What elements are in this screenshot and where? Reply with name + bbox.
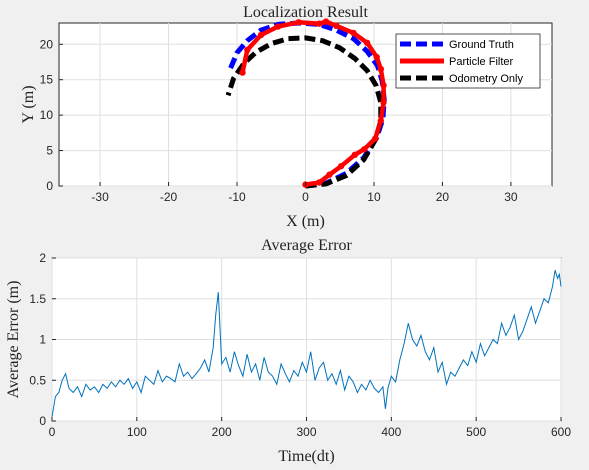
y-tick-label: 20 [40,37,54,51]
error-axes: 0 100 200 300 400 500 600 0 0.5 1 1.5 2 Average Err… [5,237,571,465]
y-tick-label: 1 [39,333,46,347]
x-tick-label: 30 [504,190,518,204]
particle-filter-point [326,171,333,178]
particle-filter-point [350,29,357,37]
particle-filter-point [322,18,330,25]
particle-filter-point [377,65,385,73]
particle-filter-point [274,23,282,30]
error-xlabel: Time(dt) [278,448,334,465]
error-line [51,270,562,417]
particle-filter-point [244,46,251,54]
x-tick-label: 400 [381,425,401,439]
y-tick-label: 0.5 [29,373,46,387]
x-tick-label: 20 [436,190,450,204]
particle-filter-point [363,39,371,47]
x-tick-label: 500 [466,425,486,439]
x-tick-label: 600 [551,425,571,439]
particle-filter-point [337,162,345,170]
localization-ylabel: Y (m) [20,85,37,123]
localization-ticks: -30 -20 -10 0 10 20 30 0 5 10 15 20 [40,37,518,204]
x-tick-label: 100 [127,425,147,439]
y-tick-label: 15 [40,73,54,87]
particle-filter-point [257,31,265,39]
y-tick-label: 10 [40,108,54,122]
particle-filter-point [373,53,380,61]
particle-filter-point [295,19,302,26]
particle-filter-point [361,145,368,153]
particle-filter-point [377,117,385,125]
x-tick-label: 10 [367,190,381,204]
legend-label-odometry-only: Odometry Only [449,73,523,85]
x-tick-label: -30 [91,190,109,204]
series-line-particle-filter [240,19,386,187]
particle-filter-point [239,69,246,76]
legend-label-particle-filter: Particle Filter [449,56,514,68]
particle-filter-point [315,179,323,186]
localization-legend: Ground Truth Particle Filter Odometry On… [395,33,541,89]
y-tick-label: 0 [39,414,46,428]
y-tick-label: 2 [39,251,46,265]
legend-label-ground-truth: Ground Truth [449,39,514,51]
x-tick-label: -10 [228,190,246,204]
x-tick-label: 200 [212,425,232,439]
error-ticks: 0 100 200 300 400 500 600 0 0.5 1 1.5 2 [29,251,571,439]
localization-grid [59,23,552,187]
y-tick-label: 5 [46,144,53,158]
particle-filter-point [372,135,379,142]
series-line-odometry-only [225,35,384,189]
error-ylabel: Average Error (m) [5,281,22,399]
localization-xlabel: X (m) [286,213,325,230]
particle-filter-point [380,82,387,89]
localization-axes: -30 -20 -10 0 10 20 30 0 5 10 15 20 Localization Re… [20,4,553,230]
error-series-group [51,270,562,417]
localization-title: Localization Result [243,4,368,21]
error-title: Average Error [261,237,352,254]
x-tick-label: 0 [49,425,56,439]
y-tick-label: 0 [46,179,53,193]
particle-filter-point [315,20,323,27]
particle-filter-point [351,151,358,159]
x-tick-label: -20 [160,190,178,204]
x-tick-label: 0 [302,190,309,204]
x-tick-label: 300 [296,425,316,439]
y-tick-label: 1.5 [29,292,46,306]
particle-filter-point [380,99,387,106]
particle-filter-point [333,22,340,30]
localization-series-group [225,18,387,189]
